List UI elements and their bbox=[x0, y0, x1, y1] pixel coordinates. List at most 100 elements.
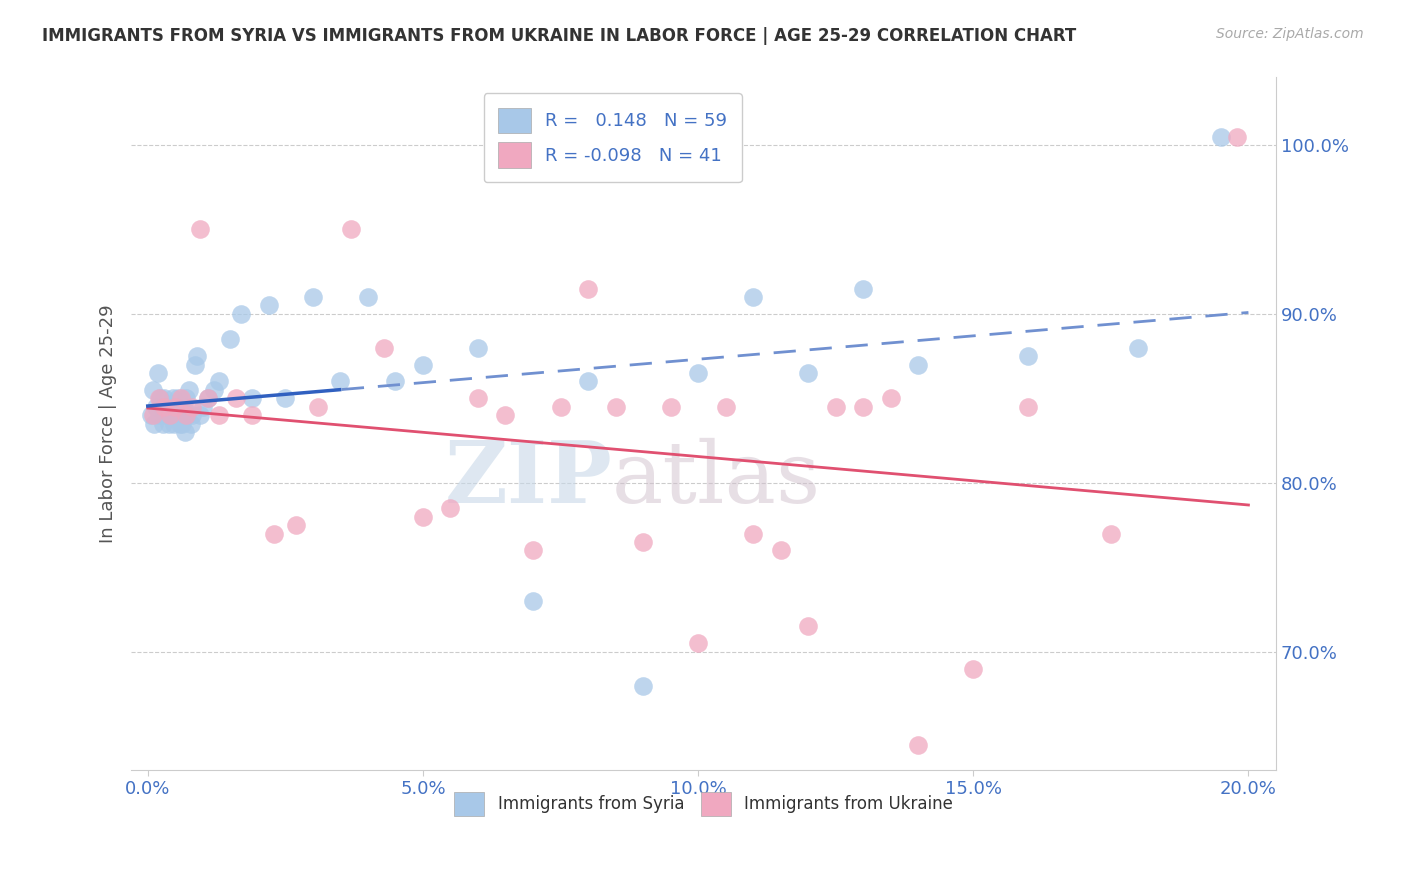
Point bbox=[188, 409, 211, 423]
Point bbox=[742, 290, 765, 304]
Point bbox=[274, 392, 297, 406]
Point bbox=[170, 409, 193, 423]
Point bbox=[165, 400, 187, 414]
Point bbox=[373, 341, 395, 355]
Point bbox=[907, 738, 929, 752]
Point bbox=[1017, 349, 1039, 363]
Point bbox=[149, 392, 172, 406]
Point bbox=[225, 392, 247, 406]
Point bbox=[302, 290, 325, 304]
Point bbox=[142, 409, 165, 423]
Point bbox=[159, 409, 181, 423]
Point bbox=[384, 375, 406, 389]
Point bbox=[150, 400, 173, 414]
Point bbox=[170, 392, 193, 406]
Point bbox=[173, 400, 195, 414]
Point bbox=[156, 400, 179, 414]
Point bbox=[153, 392, 176, 406]
Point bbox=[1128, 341, 1150, 355]
Text: atlas: atlas bbox=[612, 438, 821, 521]
Point bbox=[174, 409, 197, 423]
Point bbox=[174, 425, 197, 439]
Point bbox=[357, 290, 380, 304]
Point bbox=[439, 501, 461, 516]
Point bbox=[148, 409, 170, 423]
Point bbox=[155, 409, 177, 423]
Point bbox=[202, 383, 225, 397]
Point bbox=[824, 400, 846, 414]
Point bbox=[659, 400, 682, 414]
Point bbox=[159, 409, 181, 423]
Legend: Immigrants from Syria, Immigrants from Ukraine: Immigrants from Syria, Immigrants from U… bbox=[446, 784, 962, 824]
Point bbox=[188, 222, 211, 236]
Point bbox=[522, 594, 544, 608]
Point bbox=[257, 298, 280, 312]
Text: IMMIGRANTS FROM SYRIA VS IMMIGRANTS FROM UKRAINE IN LABOR FORCE | AGE 25-29 CORR: IMMIGRANTS FROM SYRIA VS IMMIGRANTS FROM… bbox=[42, 27, 1077, 45]
Point bbox=[962, 662, 984, 676]
Point bbox=[240, 392, 263, 406]
Point bbox=[148, 392, 170, 406]
Point bbox=[631, 535, 654, 549]
Point bbox=[307, 400, 329, 414]
Point bbox=[231, 307, 253, 321]
Point bbox=[165, 400, 187, 414]
Point bbox=[143, 417, 166, 431]
Point bbox=[170, 417, 193, 431]
Point bbox=[180, 417, 202, 431]
Point bbox=[1017, 400, 1039, 414]
Point bbox=[139, 409, 162, 423]
Point bbox=[183, 358, 205, 372]
Point bbox=[742, 526, 765, 541]
Point bbox=[167, 392, 190, 406]
Point bbox=[880, 392, 903, 406]
Point bbox=[176, 409, 198, 423]
Point bbox=[180, 400, 202, 414]
Point bbox=[467, 341, 489, 355]
Point bbox=[769, 543, 792, 558]
Point bbox=[153, 400, 176, 414]
Point bbox=[1099, 526, 1122, 541]
Point bbox=[191, 400, 214, 414]
Point bbox=[197, 392, 219, 406]
Point bbox=[576, 375, 599, 389]
Point bbox=[145, 400, 167, 414]
Point bbox=[180, 409, 202, 423]
Point bbox=[631, 679, 654, 693]
Point bbox=[208, 375, 231, 389]
Text: ZIP: ZIP bbox=[444, 437, 612, 521]
Point bbox=[160, 400, 183, 414]
Point bbox=[186, 349, 208, 363]
Point bbox=[169, 417, 191, 431]
Point bbox=[688, 636, 710, 650]
Point bbox=[219, 332, 242, 346]
Point bbox=[852, 282, 875, 296]
Text: Source: ZipAtlas.com: Source: ZipAtlas.com bbox=[1216, 27, 1364, 41]
Point bbox=[714, 400, 737, 414]
Point bbox=[208, 409, 231, 423]
Point bbox=[1209, 129, 1232, 144]
Point bbox=[907, 358, 929, 372]
Point bbox=[412, 358, 434, 372]
Point bbox=[165, 409, 187, 423]
Point bbox=[285, 518, 308, 533]
Point bbox=[240, 409, 263, 423]
Point bbox=[797, 619, 820, 633]
Point bbox=[162, 392, 184, 406]
Point bbox=[852, 400, 875, 414]
Point bbox=[157, 417, 180, 431]
Point bbox=[576, 282, 599, 296]
Point bbox=[1226, 129, 1249, 144]
Point bbox=[797, 366, 820, 380]
Point bbox=[340, 222, 363, 236]
Point bbox=[522, 543, 544, 558]
Point bbox=[152, 417, 174, 431]
Point bbox=[174, 392, 197, 406]
Point bbox=[467, 392, 489, 406]
Point bbox=[163, 417, 186, 431]
Point bbox=[146, 366, 169, 380]
Point bbox=[412, 509, 434, 524]
Point bbox=[177, 383, 200, 397]
Point bbox=[605, 400, 627, 414]
Y-axis label: In Labor Force | Age 25-29: In Labor Force | Age 25-29 bbox=[100, 304, 117, 543]
Point bbox=[142, 383, 165, 397]
